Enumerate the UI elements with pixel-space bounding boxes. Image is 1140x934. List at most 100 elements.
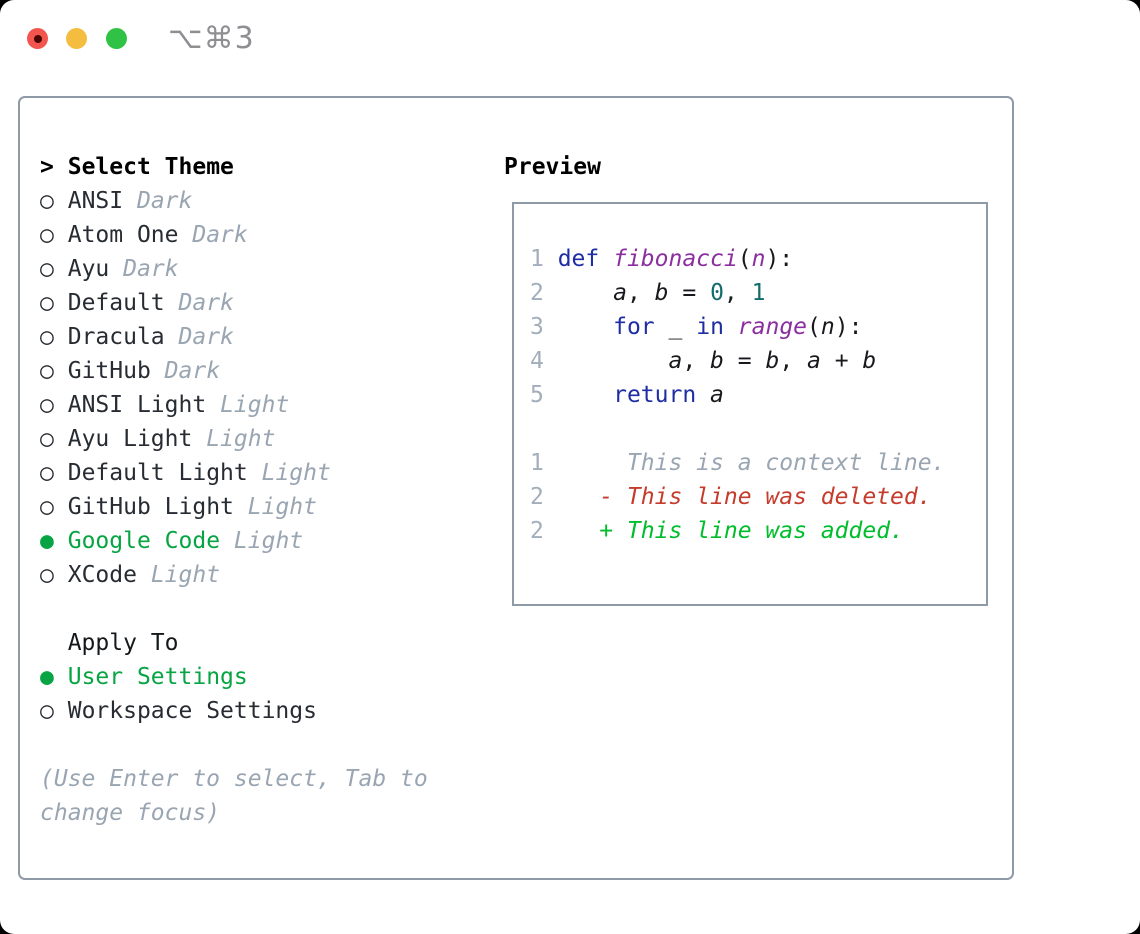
theme-variant-badge: Dark	[192, 222, 248, 248]
preview-line-2: 2 a, b = 0, 1	[530, 276, 986, 310]
minimize-button[interactable]	[66, 28, 87, 49]
code-token-pl	[558, 348, 669, 374]
code-token-kw: in	[696, 314, 724, 340]
theme-option-google-code[interactable]: ● Google Code Light	[40, 524, 492, 558]
help-hint-line1: (Use Enter to select, Tab to	[40, 766, 428, 792]
code-token-kw: def	[557, 246, 614, 272]
theme-variant-badge: Dark	[164, 358, 221, 384]
radio-unselected-icon: ○	[40, 494, 54, 520]
theme-name: GitHub Light	[67, 494, 234, 520]
apply-to-options: ● User Settings ○ Workspace Settings	[40, 660, 492, 728]
code-token-var: a	[668, 348, 683, 374]
code-token-pl: ,	[626, 280, 655, 306]
radio-unselected-icon: ○	[40, 188, 54, 214]
apply-option-workspace-settings[interactable]: ○ Workspace Settings	[40, 694, 492, 728]
theme-option-dracula[interactable]: ○ Dracula Dark	[40, 320, 492, 354]
theme-option-atom-one[interactable]: ○ Atom One Dark	[40, 218, 492, 252]
code-token-pl: (	[737, 246, 752, 272]
theme-options: ○ ANSI Dark ○ Atom One Dark ○ Ayu Dark ○ De…	[40, 184, 492, 592]
code-token-kw: return	[613, 382, 697, 408]
code-token-fn: n	[751, 246, 766, 272]
theme-option-ansi[interactable]: ○ ANSI Dark	[40, 184, 492, 218]
code-token-pl: ,	[682, 348, 711, 374]
preview-line-1: 1 def fibonacci(n):	[530, 242, 986, 276]
code-token-pl	[682, 314, 696, 340]
theme-option-ayu-light[interactable]: ○ Ayu Light Light	[40, 422, 492, 456]
code-token-pl: ,	[779, 348, 808, 374]
theme-name: Dracula	[67, 324, 165, 350]
radio-selected-icon: ●	[40, 528, 54, 554]
select-theme-header: > Select Theme	[40, 150, 492, 184]
theme-list: > Select Theme ○ ANSI Dark ○ Atom One Dar…	[40, 150, 492, 830]
code-token-kw: for	[613, 314, 655, 340]
preview-line-5: 5 return a	[530, 378, 986, 412]
code-token-ctx: This is a context line.	[557, 450, 946, 476]
code-token-var: b	[765, 348, 780, 374]
code-token-pl: =	[668, 280, 711, 306]
theme-option-ansi-light[interactable]: ○ ANSI Light Light	[40, 388, 492, 422]
code-token-pl: ,	[723, 280, 752, 306]
select-theme-label: Select Theme	[67, 154, 234, 180]
line-number: 5	[530, 382, 558, 408]
code-token-var: a	[613, 280, 627, 306]
theme-variant-badge: Dark	[178, 290, 234, 316]
radio-unselected-icon: ○	[40, 358, 54, 384]
code-token-pl	[655, 314, 669, 340]
theme-option-xcode[interactable]: ○ XCode Light	[40, 558, 492, 592]
theme-variant-badge: Dark	[178, 324, 234, 350]
theme-name: Default Light	[67, 460, 248, 486]
radio-unselected-icon: ○	[40, 392, 54, 418]
apply-option-user-settings[interactable]: ● User Settings	[40, 660, 492, 694]
radio-unselected-icon: ○	[40, 222, 54, 248]
code-token-var: _	[668, 314, 683, 340]
code-token-var: b	[862, 348, 877, 374]
code-token-del: - This line was deleted.	[557, 484, 932, 510]
theme-option-github-light[interactable]: ○ GitHub Light Light	[40, 490, 492, 524]
apply-to-label: Apply To	[67, 630, 179, 656]
theme-option-github[interactable]: ○ GitHub Dark	[40, 354, 492, 388]
preview-line-8: 2 - This line was deleted.	[530, 480, 986, 514]
code-token-add: + This line was added.	[557, 518, 904, 544]
theme-variant-badge: Light	[206, 426, 276, 452]
code-token-var: a	[807, 348, 821, 374]
code-token-var: n	[820, 314, 835, 340]
code-token-pl	[558, 382, 613, 408]
theme-variant-badge: Dark	[136, 188, 193, 214]
theme-variant-badge: Light	[220, 392, 290, 418]
close-button[interactable]	[27, 28, 48, 49]
help-hint-line2: change focus)	[40, 800, 221, 826]
apply-option-label: Workspace Settings	[67, 698, 317, 724]
radio-unselected-icon: ○	[40, 426, 54, 452]
radio-unselected-icon: ○	[40, 562, 54, 588]
code-token-num: 0	[710, 280, 724, 306]
theme-name: Google Code	[67, 528, 221, 554]
theme-variant-badge: Light	[233, 528, 304, 554]
line-number: 2	[530, 484, 558, 510]
theme-option-ayu[interactable]: ○ Ayu Dark	[40, 252, 492, 286]
theme-option-default[interactable]: ○ Default Dark	[40, 286, 492, 320]
preview-line-3: 3 for _ in range(n):	[530, 310, 986, 344]
apply-to-header: Apply To	[40, 626, 492, 660]
maximize-button[interactable]	[106, 28, 127, 49]
code-token-var: a	[710, 382, 724, 408]
radio-unselected-icon: ○	[40, 256, 54, 282]
code-token-fn: range	[737, 314, 808, 340]
titlebar: ⌥⌘3	[0, 0, 1140, 78]
help-hint: (Use Enter to select, Tab to change focu…	[40, 762, 492, 830]
code-token-fn: fibonacci	[613, 246, 738, 272]
theme-name: ANSI Light	[67, 392, 207, 418]
code-token-pl: +	[820, 348, 863, 374]
code-token-pl: ):	[834, 314, 863, 340]
theme-name: XCode	[67, 562, 137, 588]
theme-name: Ayu	[67, 256, 110, 282]
preview-title: Preview	[504, 154, 601, 180]
code-token-var: b	[710, 348, 724, 374]
code-token-pl	[696, 382, 710, 408]
focus-caret-icon: >	[40, 154, 54, 180]
theme-option-default-light[interactable]: ○ Default Light Light	[40, 456, 492, 490]
code-token-pl: =	[723, 348, 766, 374]
line-number: 1	[530, 450, 558, 476]
